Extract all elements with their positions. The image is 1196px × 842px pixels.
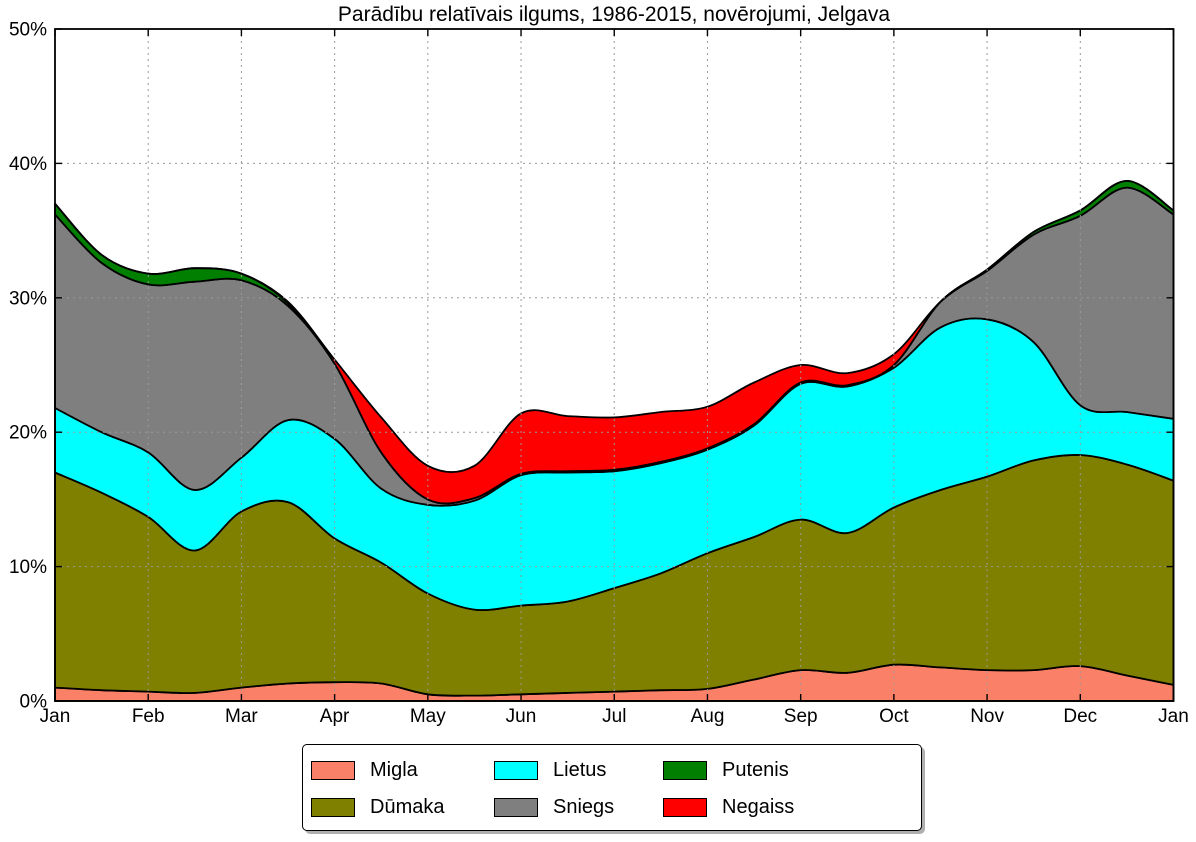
x-tick-label: May bbox=[410, 706, 446, 727]
x-tick-label: Apr bbox=[320, 706, 350, 727]
legend-item-lietus: Lietus bbox=[494, 758, 607, 781]
plot-frame bbox=[54, 28, 1175, 702]
x-tick-label: Feb bbox=[132, 706, 165, 727]
dumaka-swatch-icon bbox=[311, 797, 355, 817]
legend-item-negaiss: Negaiss bbox=[663, 795, 795, 818]
legend-label: Lietus bbox=[553, 758, 607, 781]
x-tick-label: Nov bbox=[970, 706, 1004, 727]
x-tick-label: Mar bbox=[225, 706, 258, 727]
y-tick-label: 50% bbox=[9, 20, 47, 41]
x-tick-label: Sep bbox=[784, 706, 818, 727]
x-tick-label: Aug bbox=[691, 706, 725, 727]
y-tick-label: 10% bbox=[9, 557, 47, 578]
x-axis-tick-labels: Jan Feb Mar Apr May Jun Jul Aug Sep Oct … bbox=[40, 706, 1189, 727]
y-tick-label: 30% bbox=[9, 288, 47, 309]
x-tick-label: Jan bbox=[1158, 706, 1189, 727]
legend-label: Dūmaka bbox=[370, 795, 445, 818]
y-axis-tick-labels: 0% 10% 20% 30% 40% 50% bbox=[9, 20, 47, 713]
chart-title: Parādību relatīvais ilgums, 1986-2015, n… bbox=[338, 3, 890, 26]
y-tick-label: 0% bbox=[20, 692, 48, 713]
x-tick-label: Jan bbox=[40, 706, 71, 727]
legend-label: Sniegs bbox=[553, 795, 615, 818]
negaiss-swatch-icon bbox=[663, 797, 707, 817]
y-tick-label: 40% bbox=[9, 154, 47, 175]
sniegs-swatch-icon bbox=[494, 797, 538, 817]
chart-legend: Migla Dūmaka Lietus Sniegs Putenis Negai… bbox=[302, 744, 922, 831]
legend-label: Putenis bbox=[722, 758, 789, 781]
legend-item-migla: Migla bbox=[311, 758, 418, 781]
legend-label: Negaiss bbox=[722, 795, 795, 818]
y-tick-label: 20% bbox=[9, 423, 47, 444]
legend-item-putenis: Putenis bbox=[663, 758, 789, 781]
x-tick-label: Dec bbox=[1063, 706, 1097, 727]
legend-item-sniegs: Sniegs bbox=[494, 795, 615, 818]
putenis-swatch-icon bbox=[663, 760, 707, 780]
gridlines bbox=[55, 29, 1174, 701]
lietus-swatch-icon bbox=[494, 760, 538, 780]
migla-swatch-icon bbox=[311, 760, 355, 780]
plot-graphics bbox=[54, 28, 1175, 702]
x-tick-label: Jul bbox=[602, 706, 626, 727]
legend-label: Migla bbox=[370, 758, 418, 781]
x-tick-label: Oct bbox=[879, 706, 909, 727]
x-tick-label: Jun bbox=[506, 706, 537, 727]
legend-item-dumaka: Dūmaka bbox=[311, 795, 445, 818]
